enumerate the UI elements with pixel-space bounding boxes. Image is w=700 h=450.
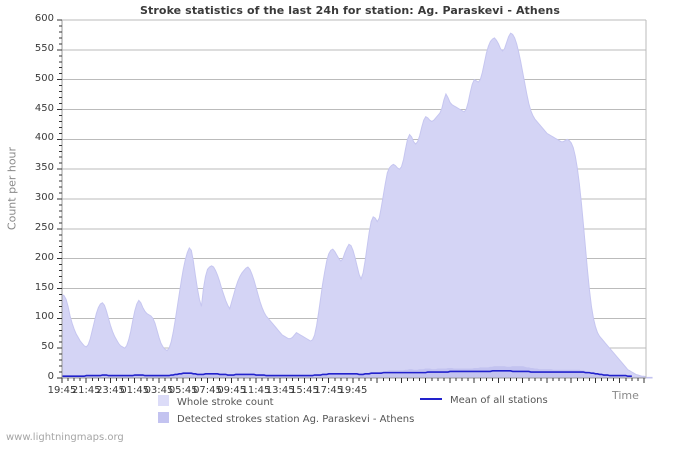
legend-swatch-icon bbox=[158, 395, 169, 406]
x-tick-label: 15:45 bbox=[290, 385, 319, 396]
y-tick-label: 300 bbox=[34, 192, 54, 203]
x-tick-label: 13:45 bbox=[265, 385, 295, 396]
x-tick-label: 17:45 bbox=[314, 385, 344, 396]
x-tick-label: 23:45 bbox=[96, 385, 125, 396]
y-tick-label: 400 bbox=[34, 132, 54, 144]
y-tick-label: 450 bbox=[34, 102, 54, 114]
y-tick-label: 100 bbox=[34, 311, 54, 323]
legend-swatch-icon bbox=[158, 412, 169, 423]
x-tick-label: 11:45 bbox=[241, 385, 271, 396]
x-tick-label: 09:45 bbox=[217, 385, 247, 396]
y-tick-label: 0 bbox=[47, 371, 54, 382]
y-tick-label: 250 bbox=[34, 221, 54, 233]
legend-label: Mean of all stations bbox=[450, 395, 548, 406]
legend-label: Detected strokes station Ag. Paraskevi -… bbox=[177, 414, 415, 425]
y-tick-label: 200 bbox=[34, 251, 54, 263]
x-tick-label: 19:45 bbox=[338, 385, 368, 396]
y-tick-label: 500 bbox=[34, 72, 54, 84]
y-tick-label: 350 bbox=[34, 162, 54, 174]
x-tick-label: 07:45 bbox=[193, 385, 222, 396]
x-tick-label: 21:45 bbox=[71, 385, 101, 396]
legend-label: Whole stroke count bbox=[177, 397, 274, 408]
x-tick-label: 05:45 bbox=[168, 385, 198, 396]
x-tick-label: 03:45 bbox=[144, 385, 174, 396]
x-axis-label: Time bbox=[612, 389, 639, 402]
site-credit: www.lightningmaps.org bbox=[6, 432, 124, 443]
legend-item-whole-stroke-count: Whole stroke count bbox=[158, 395, 274, 408]
page-title: Stroke statistics of the last 24h for st… bbox=[140, 4, 560, 17]
y-tick-label: 50 bbox=[41, 341, 54, 353]
legend-item-mean-of-all-stations: Mean of all stations bbox=[420, 395, 548, 406]
line-mean-of-all-stations bbox=[62, 370, 632, 378]
y-tick-label: 600 bbox=[34, 13, 54, 24]
legend-item-detected-strokes: Detected strokes station Ag. Paraskevi -… bbox=[158, 412, 414, 425]
legend-line-icon bbox=[420, 398, 442, 400]
area-whole-stroke-count bbox=[61, 32, 647, 379]
y-tick-label: 150 bbox=[34, 281, 54, 293]
x-tick-label: 19:45 bbox=[47, 385, 77, 396]
x-tick-label: 01:45 bbox=[120, 385, 150, 396]
y-tick-label: 550 bbox=[34, 42, 54, 54]
